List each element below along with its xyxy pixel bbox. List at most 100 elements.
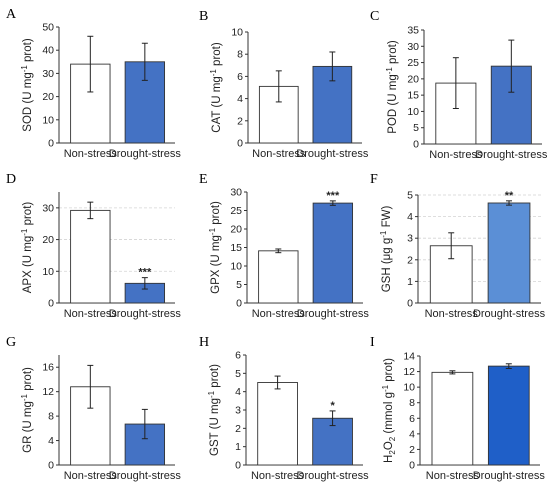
y-tick-label: 30 xyxy=(42,68,54,80)
category-label: Drought-stress xyxy=(473,308,546,320)
y-tick-label: 0 xyxy=(409,460,415,472)
y-tick-label: 10 xyxy=(407,106,419,118)
ylabel-sup: -1 xyxy=(20,228,29,236)
y-axis-label: GST (U mg-1 prot) xyxy=(207,364,221,456)
bar-drought-stress xyxy=(124,61,166,144)
ylabel-text: prot) xyxy=(22,202,34,229)
y-tick-label: 10 xyxy=(42,114,54,126)
y-tick-label: 0 xyxy=(407,298,413,310)
significance-label: ** xyxy=(505,190,514,202)
significance-label: * xyxy=(330,400,335,412)
category-label: Non-stress xyxy=(64,308,118,320)
category-label: Drought-stress xyxy=(297,470,370,482)
ylabel-text: CAT (U mg xyxy=(211,76,223,132)
panel-a: A 0 10 20 30 40 50 SOD (U mg-1 prot) Non-stressD… xyxy=(6,7,181,160)
y-tick-label: 5 xyxy=(236,279,242,291)
ylabel-text: prot) xyxy=(210,201,222,228)
category-label: Drought-stress xyxy=(109,308,182,320)
panel-g: G 0 4 8 12 16 GR (U mg-1 prot) Non-stressDrough… xyxy=(6,335,181,482)
ylabel-text: H xyxy=(383,455,395,463)
y-tick-label: 1 xyxy=(235,441,241,453)
category-label: Non-stress xyxy=(64,148,118,160)
y-tick-label: 6 xyxy=(237,71,243,83)
y-tick-label: 50 xyxy=(42,22,54,34)
y-tick-label: 8 xyxy=(237,49,243,61)
category-label: Non-stress xyxy=(252,308,306,320)
y-tick-label: 5 xyxy=(235,368,241,380)
y-tick-label: 2 xyxy=(237,115,243,127)
panel-h: H 0 1 2 3 4 5 6 GST (U mg-1 prot) Non-stress * Drou… xyxy=(199,335,369,482)
category-label: Non-stress xyxy=(252,148,306,160)
category-label: Non-stress xyxy=(64,470,118,482)
y-tick-label: 0 xyxy=(236,298,242,310)
y-axis-label: GSH (μg g-1 FW) xyxy=(379,206,393,293)
y-tick-label: 20 xyxy=(42,91,54,103)
y-tick-label: 2 xyxy=(235,423,241,435)
bar-drought-stress xyxy=(487,365,530,466)
y-tick-label: 5 xyxy=(407,190,413,202)
y-tick-label: 12 xyxy=(403,366,415,378)
y-tick-label: 30 xyxy=(230,187,242,199)
category-label: Non-stress xyxy=(425,308,479,320)
ylabel-text: GSH (μg g xyxy=(381,238,393,293)
y-tick-label: 6 xyxy=(235,350,241,362)
category-label: Non-stress xyxy=(251,470,305,482)
y-tick-label: 6 xyxy=(409,413,415,425)
y-tick-label: 0 xyxy=(48,298,54,310)
ylabel-sup: -1 xyxy=(209,69,218,77)
ylabel-text: prot) xyxy=(211,42,223,69)
ylabel-text: APX (U mg xyxy=(22,236,34,294)
bar-non-stress xyxy=(258,250,299,304)
y-axis-label: GR (U mg-1 prot) xyxy=(20,367,34,453)
y-tick-label: 3 xyxy=(235,405,241,417)
significance-label: *** xyxy=(326,190,340,202)
y-tick-label: 30 xyxy=(42,202,54,214)
y-tick-label: 40 xyxy=(42,45,54,57)
y-tick-label: 15 xyxy=(230,242,242,254)
y-tick-label: 25 xyxy=(407,57,419,69)
ylabel-text: prot) xyxy=(383,358,395,385)
y-tick-label: 4 xyxy=(237,93,243,105)
ylabel-text: prot) xyxy=(209,364,221,391)
y-tick-label: 10 xyxy=(231,27,243,39)
bar-non-stress xyxy=(431,371,474,466)
category-label: Drought-stress xyxy=(473,470,546,482)
ylabel-sup: -1 xyxy=(379,230,388,238)
ylabel-text: prot) xyxy=(387,40,399,67)
ylabel-sup: -1 xyxy=(20,393,29,401)
ylabel-text: GST (U mg xyxy=(209,398,221,456)
ylabel-sup: -1 xyxy=(20,65,29,73)
significance-label: *** xyxy=(138,267,152,279)
y-tick-label: 30 xyxy=(407,41,419,53)
y-tick-label: 3 xyxy=(407,233,413,245)
category-label: Drought-stress xyxy=(109,470,182,482)
y-axis-label: H2O2 (mmol g-1 prot) xyxy=(381,358,397,463)
y-axis-label: CAT (U mg-1 prot) xyxy=(209,42,223,133)
ylabel-text: FW) xyxy=(381,206,393,231)
y-tick-label: 0 xyxy=(235,460,241,472)
y-tick-label: 0 xyxy=(48,138,54,150)
y-tick-label: 4 xyxy=(235,386,241,398)
panel-letter: B xyxy=(199,9,208,24)
panel-c: C 0 5 10 15 20 25 30 35 POD (U mg-1 prot) Non-stre… xyxy=(370,9,548,161)
ylabel-sup: -1 xyxy=(381,384,390,392)
y-tick-label: 1 xyxy=(407,276,413,288)
y-tick-label: 2 xyxy=(407,254,413,266)
ylabel-sub: 2 xyxy=(388,436,397,441)
ylabel-sup: -1 xyxy=(208,227,217,235)
y-tick-label: 16 xyxy=(42,362,54,374)
panel-letter: C xyxy=(370,9,379,24)
y-axis-label: POD (U mg-1 prot) xyxy=(385,40,399,134)
bar-drought-stress xyxy=(312,202,354,304)
y-tick-label: 8 xyxy=(48,411,54,423)
panel-letter: D xyxy=(6,172,16,187)
y-tick-label: 10 xyxy=(403,382,415,394)
y-axis-label: GPX (U mg-1 prot) xyxy=(208,201,222,294)
category-label: Drought-stress xyxy=(475,149,548,161)
y-axis-label: APX (U mg-1 prot) xyxy=(20,202,34,294)
panel-d: D 0 10 20 30 APX (U mg-1 prot) Non-stress *** Dr… xyxy=(6,172,181,320)
y-tick-label: 20 xyxy=(407,73,419,85)
bar-non-stress xyxy=(257,382,298,466)
